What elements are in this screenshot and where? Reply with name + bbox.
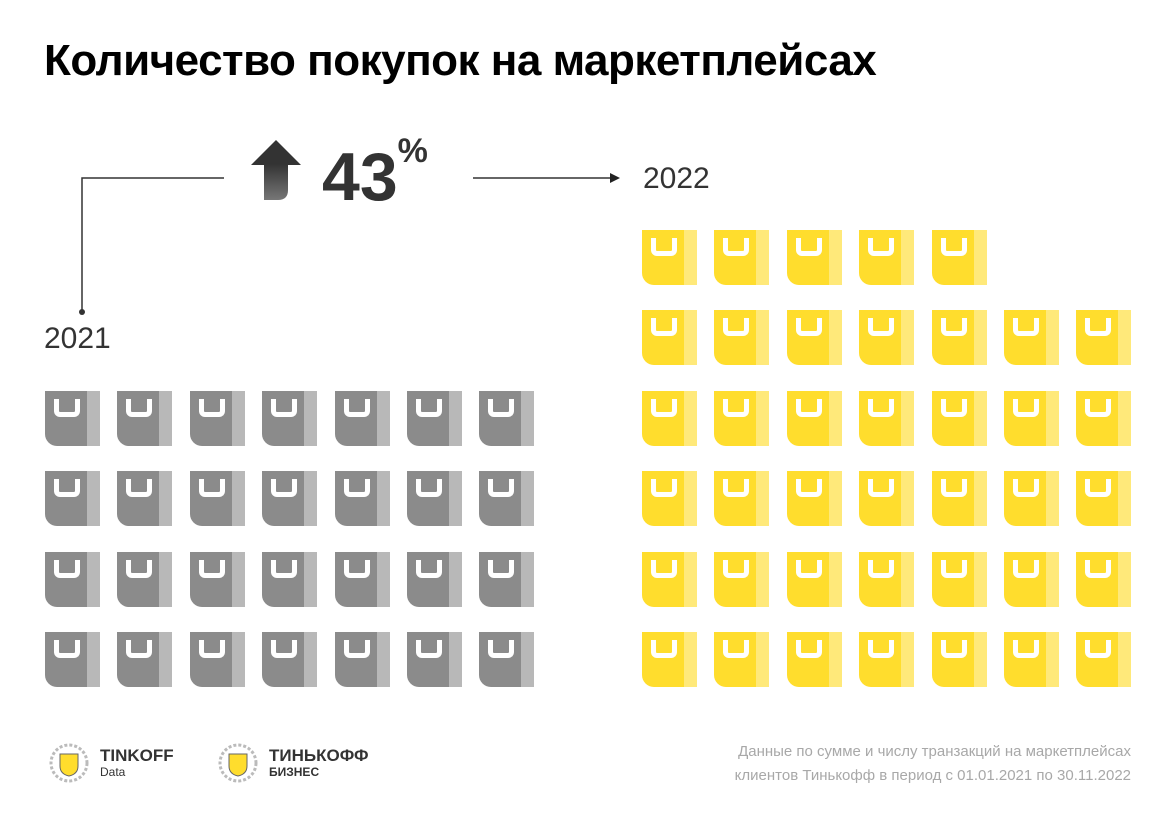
shopping-bag-icon — [1004, 390, 1059, 446]
shopping-bag-icon — [334, 551, 390, 607]
year-label-2022: 2022 — [643, 162, 710, 195]
shopping-bag-icon — [189, 551, 245, 607]
shopping-bag-icon — [714, 310, 770, 365]
shopping-bag-icon — [1076, 310, 1132, 365]
shopping-bag-icon — [189, 471, 245, 526]
shopping-bag-icon — [479, 632, 535, 687]
shopping-bag-icon — [1004, 632, 1059, 687]
shopping-bag-icon — [642, 390, 697, 446]
connector-lines — [79, 173, 620, 315]
shopping-bag-icon — [714, 229, 770, 285]
shopping-bag-icon — [931, 551, 987, 607]
shopping-bag-icon — [407, 551, 462, 607]
shopping-bag-icon — [479, 390, 535, 446]
shopping-bag-icon — [334, 632, 390, 687]
shopping-bag-icon — [931, 229, 987, 285]
tinkoff-emblem-icon — [218, 743, 258, 783]
year-label-2021: 2021 — [44, 322, 111, 355]
chart-title: Количество покупок на маркетплейсах — [44, 36, 877, 85]
shopping-bag-icon — [786, 632, 842, 687]
growth-percent: 43% — [322, 132, 428, 216]
shopping-bag-icon — [1076, 551, 1132, 607]
shopping-bag-icon — [117, 632, 173, 687]
tinkoff-data-logo: TINKOFF Data — [48, 742, 174, 784]
shopping-bag-icon — [786, 471, 842, 526]
shopping-bag-icon — [407, 471, 462, 526]
shopping-bag-icon — [642, 632, 697, 687]
logo-name: TINKOFF — [100, 746, 174, 765]
shopping-bag-icon — [334, 390, 390, 446]
shopping-bag-icon — [407, 632, 462, 687]
shopping-bag-icon — [189, 632, 245, 687]
shopping-bag-icon — [786, 229, 842, 285]
footnote: Данные по сумме и числу транзакций на ма… — [735, 740, 1131, 788]
shopping-bag-icon — [786, 390, 842, 446]
logo-name: ТИНЬКОФФ — [269, 746, 369, 765]
growth-unit: % — [397, 132, 428, 170]
arrowhead-icon — [610, 173, 620, 183]
shopping-bag-icon — [859, 632, 915, 687]
shopping-bag-icon — [45, 471, 100, 526]
shopping-bag-icon — [334, 471, 390, 526]
shopping-bag-icon — [642, 551, 697, 607]
shopping-bag-icon — [931, 471, 987, 526]
shopping-bag-icon — [1076, 471, 1132, 526]
shopping-bag-icon — [859, 471, 915, 526]
arrow-up-icon — [251, 140, 301, 200]
connector-line-left — [81, 177, 224, 312]
connector-dot — [79, 309, 85, 315]
shopping-bag-icon — [714, 471, 770, 526]
shopping-bag-icon — [859, 229, 915, 285]
shopping-bag-icon — [1004, 551, 1059, 607]
shopping-bag-icon — [117, 390, 173, 446]
shopping-bag-icon — [1076, 632, 1132, 687]
growth-value: 43 — [322, 139, 398, 215]
shopping-bag-icon — [714, 390, 770, 446]
shopping-bag-icon — [642, 471, 697, 526]
shopping-bag-icon — [714, 551, 770, 607]
shopping-bag-icon — [714, 632, 770, 687]
shopping-bag-icon — [262, 471, 318, 526]
logo-sub: Data — [100, 765, 126, 779]
shopping-bag-icon — [189, 390, 245, 446]
shopping-bag-icon — [262, 551, 318, 607]
shopping-bag-icon — [45, 551, 100, 607]
shopping-bag-icon — [642, 310, 697, 365]
shopping-bag-icon — [931, 310, 987, 365]
shopping-bag-icon — [117, 551, 173, 607]
shopping-bag-icon — [479, 551, 535, 607]
footnote-line: клиентов Тинькофф в период с 01.01.2021 … — [734, 767, 1131, 784]
shopping-bag-icon — [786, 551, 842, 607]
shopping-bag-icon — [45, 390, 100, 446]
shopping-bag-icon — [45, 632, 100, 687]
shopping-bag-icon — [786, 310, 842, 365]
shopping-bag-icon — [479, 471, 535, 526]
shopping-bag-icon — [931, 632, 987, 687]
shopping-bag-icon — [931, 390, 987, 446]
shopping-bag-icon — [117, 471, 173, 526]
shopping-bag-icon — [262, 390, 318, 446]
shopping-bag-icon — [859, 310, 915, 365]
shopping-bag-icon — [407, 390, 462, 446]
shopping-bag-icon — [1004, 310, 1059, 365]
shopping-bag-icon — [1004, 471, 1059, 526]
shopping-bag-icon — [1076, 390, 1132, 446]
shopping-bag-icon — [859, 390, 915, 446]
shopping-bag-icon — [859, 551, 915, 607]
logo-sub: БИЗНЕС — [269, 765, 320, 779]
footnote-line: Данные по сумме и числу транзакций на ма… — [738, 743, 1131, 760]
shopping-bag-icon — [262, 632, 318, 687]
shopping-bag-icon — [642, 229, 697, 285]
tinkoff-business-logo: ТИНЬКОФФ БИЗНЕС — [217, 742, 369, 784]
tinkoff-emblem-icon — [49, 743, 89, 783]
